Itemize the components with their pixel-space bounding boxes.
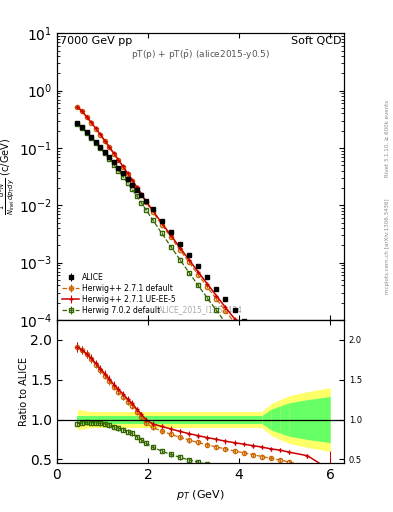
Y-axis label: $\frac{1}{N_{inel}}\frac{d^2N}{dp_Tdy}$ (c/GeV): $\frac{1}{N_{inel}}\frac{d^2N}{dp_Tdy}$ … xyxy=(0,138,17,215)
Legend: ALICE, Herwig++ 2.7.1 default, Herwig++ 2.7.1 UE-EE-5, Herwig 7.0.2 default: ALICE, Herwig++ 2.7.1 default, Herwig++ … xyxy=(61,271,178,316)
Y-axis label: Ratio to ALICE: Ratio to ALICE xyxy=(19,357,29,426)
Text: pT(p) + pT($\bar{\rm p}$) (alice2015-y0.5): pT(p) + pT($\bar{\rm p}$) (alice2015-y0.… xyxy=(131,48,270,60)
Text: mcplots.cern.ch [arXiv:1306.3436]: mcplots.cern.ch [arXiv:1306.3436] xyxy=(385,198,390,293)
Text: Soft QCD: Soft QCD xyxy=(290,36,341,46)
Text: 7000 GeV pp: 7000 GeV pp xyxy=(60,36,132,46)
Text: ALICE_2015_I1357424: ALICE_2015_I1357424 xyxy=(158,305,243,314)
X-axis label: $p_T$ (GeV): $p_T$ (GeV) xyxy=(176,488,225,502)
Text: Rivet 3.1.10, ≥ 600k events: Rivet 3.1.10, ≥ 600k events xyxy=(385,100,390,177)
